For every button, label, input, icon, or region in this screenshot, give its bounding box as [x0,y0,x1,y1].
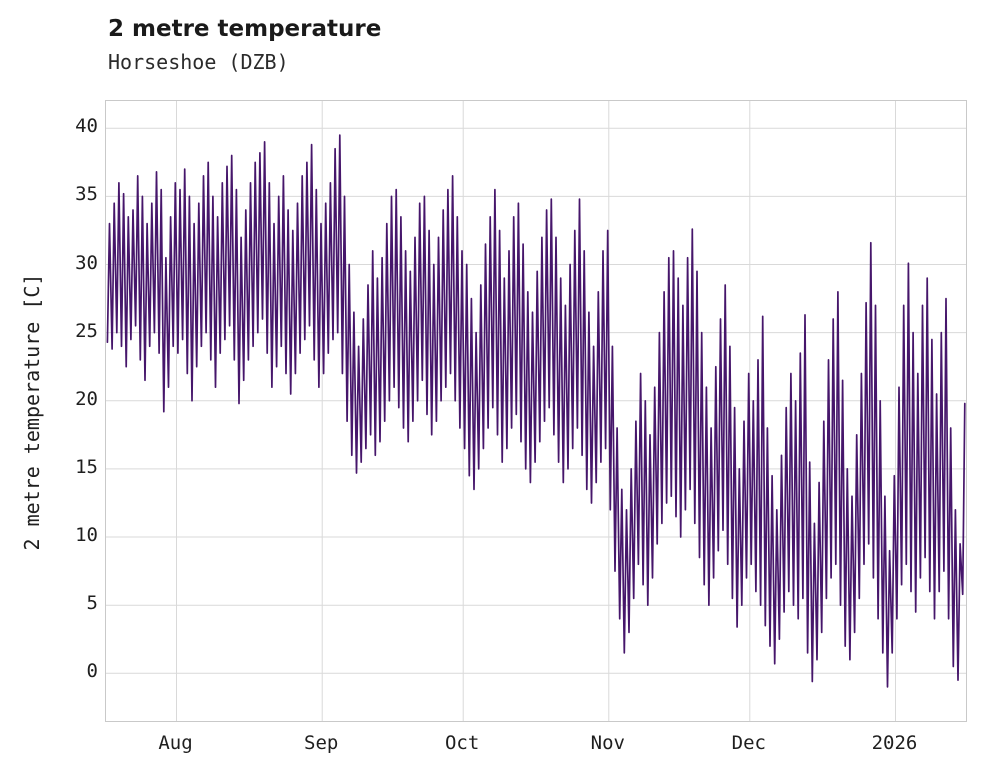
plot-area [105,100,967,722]
chart-title: 2 metre temperature [108,16,382,42]
y-axis-ticks: 0 5 10 15 20 25 30 35 40 [30,100,98,720]
y-tick-label: 15 [75,455,98,478]
x-tick-label: Oct [444,732,480,754]
y-tick-label: 0 [86,660,98,683]
chart-subtitle: Horseshoe (DZB) [108,50,289,74]
y-tick-label: 20 [75,387,98,410]
temperature-line [106,134,966,688]
y-tick-label: 30 [75,251,98,274]
x-tick-label: Aug [158,732,193,754]
x-tick-label: 2026 [871,732,918,754]
y-tick-label: 35 [75,183,98,206]
y-tick-label: 5 [86,592,98,615]
y-tick-label: 10 [75,524,98,547]
x-axis-ticks: Aug Sep Oct Nov Dec 2026 [105,732,965,762]
temperature-line-chart [106,101,966,721]
x-tick-label: Nov [590,732,625,754]
y-tick-label: 25 [75,319,98,342]
y-tick-label: 40 [75,115,98,138]
x-tick-label: Dec [731,732,766,754]
x-tick-label: Sep [304,732,339,754]
